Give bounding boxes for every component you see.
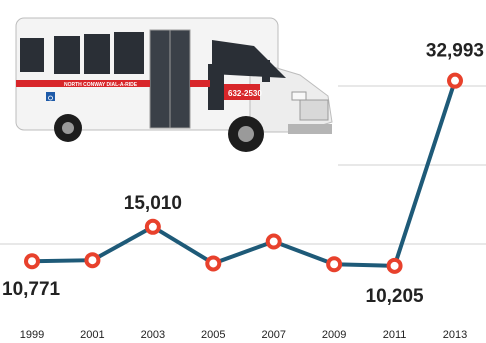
bus-route-sign: NORTH CONWAY DIAL-A-RIDE [64,82,138,88]
bus-window [84,34,110,74]
data-point [265,233,282,250]
x-tick-label: 2003 [141,329,165,341]
gridlines [0,85,486,245]
x-tick-label: 1999 [20,329,44,341]
data-point [24,253,40,270]
x-tick-label: 2007 [261,329,285,341]
bus-mirror [262,60,270,82]
data-point [144,218,161,235]
bus-hubcap [238,126,254,142]
bus-window [20,38,44,72]
data-points [24,72,463,274]
data-point [447,72,463,89]
x-tick-label: 2005 [201,329,225,341]
bus-window [54,36,80,74]
data-labels: 10,771 15,010 10,205 32,993 [2,41,484,307]
x-tick-label: 2009 [322,329,346,341]
data-point [326,256,343,273]
series-line [30,78,457,268]
bus-headlight [291,91,307,101]
x-tick-label: 2001 [80,329,104,341]
data-label: 32,993 [426,41,484,62]
data-point [205,255,222,272]
data-label: 10,205 [366,286,425,307]
bus-stripe [16,80,150,87]
bus-grille [299,99,329,121]
bus-hubcap [62,122,74,134]
data-label: 15,010 [124,193,182,214]
x-tick-label: 2011 [383,329,407,341]
bus-phone-number: 632-2530 [228,89,262,98]
bus-stripe [224,84,260,100]
bus-cab-window [208,64,224,110]
bus-bumper [288,124,332,134]
wheelchair-icon [46,92,55,101]
shuttle-bus-icon: NORTH CONWAY DIAL-A-RIDE 632-2530 [15,17,333,152]
bus-window [114,32,144,74]
data-point [386,257,403,274]
data-label: 10,771 [2,279,61,300]
data-point [84,252,101,269]
x-tick-label: 2013 [443,329,467,341]
x-axis-ticks: 1999 2001 2003 2005 2007 2009 2011 2013 [20,329,467,341]
bus-stripe [190,80,210,87]
